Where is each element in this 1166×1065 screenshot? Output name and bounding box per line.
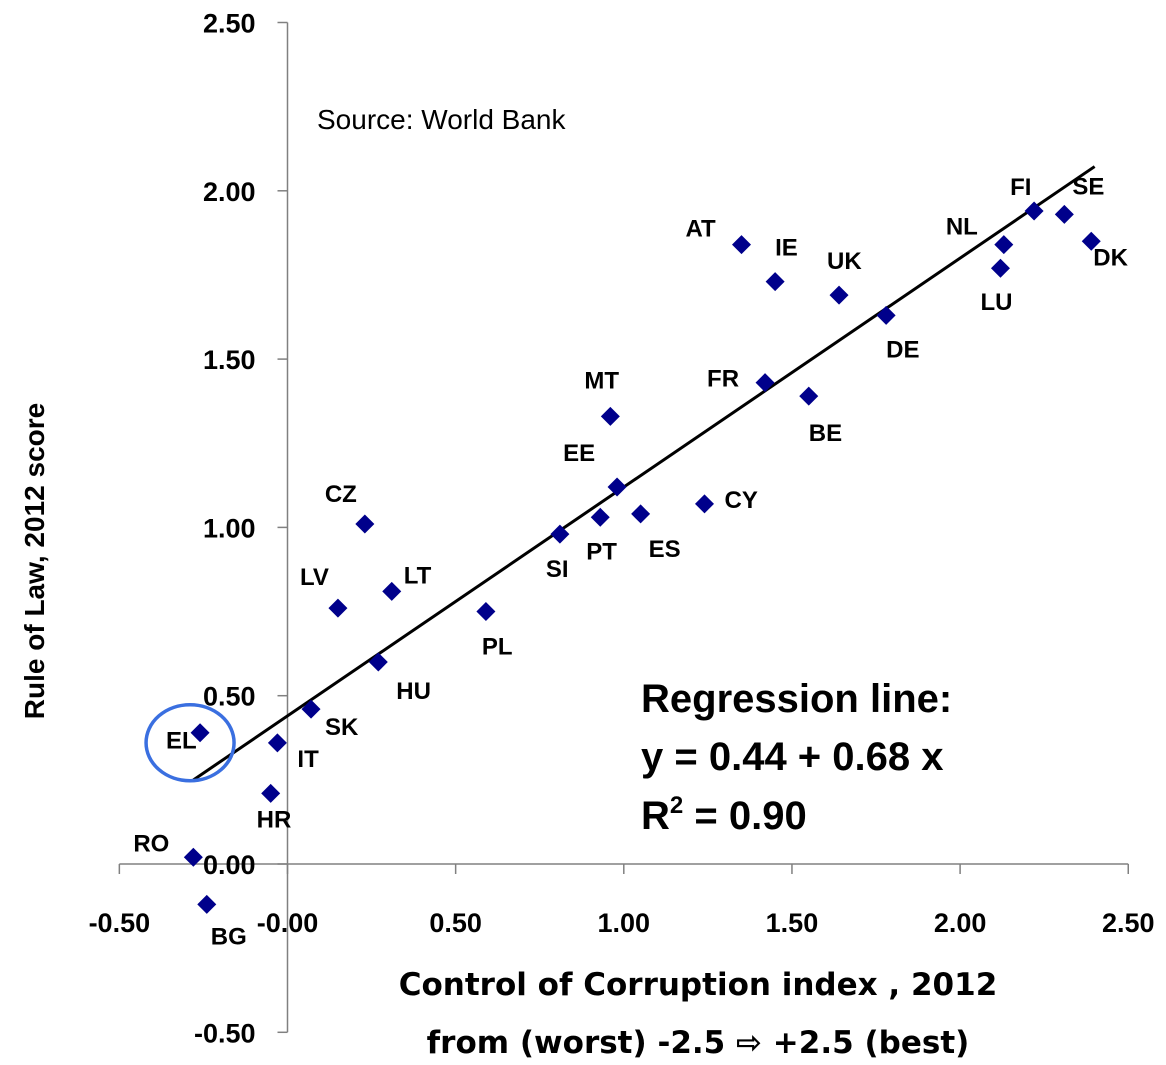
point-label-ro: RO [133, 830, 169, 857]
point-label-be: BE [809, 420, 842, 447]
x-tick-label: 2.50 [1102, 908, 1155, 938]
point-label-el: EL [166, 728, 197, 755]
point-label-se: SE [1072, 173, 1104, 200]
r2-value: = 0.90 [683, 794, 806, 838]
y-tick-label: -0.50 [194, 1018, 256, 1048]
data-point-fi [1024, 201, 1044, 221]
r2-superscript: 2 [670, 792, 683, 819]
point-label-dk: DK [1093, 244, 1128, 271]
point-labels: DK SE FI NL LU DE UK BE IE FR AT CY ES EE MT PT SI PL LT HU… [133, 173, 1128, 950]
y-tick-label: 2.50 [203, 9, 256, 39]
point-label-de: DE [886, 336, 919, 363]
point-label-fr: FR [707, 366, 739, 393]
axes [119, 22, 1129, 1033]
data-point-cy [695, 494, 715, 514]
x-tick-label: 1.00 [598, 908, 651, 938]
data-points [183, 201, 1101, 914]
y-tick-label: 2.00 [203, 177, 256, 207]
point-label-lt: LT [404, 562, 432, 589]
point-label-lu: LU [980, 289, 1012, 316]
point-label-uk: UK [827, 248, 862, 275]
y-axis-ticks: -0.50 0.00 0.50 1.00 1.50 2.00 2.50 [194, 9, 288, 1048]
data-point-cz [355, 514, 375, 534]
point-label-it: IT [297, 746, 319, 773]
r2-symbol: R [641, 794, 670, 838]
y-tick-label: 1.50 [203, 345, 256, 375]
x-tick-label: 1.50 [766, 908, 819, 938]
point-label-ee: EE [563, 440, 595, 467]
point-label-sk: SK [325, 714, 359, 741]
point-label-mt: MT [584, 367, 619, 394]
data-point-lu [990, 258, 1010, 278]
x-tick-label: 0.50 [429, 908, 482, 938]
point-label-lv: LV [300, 564, 329, 591]
point-label-bg: BG [211, 923, 247, 950]
data-point-si [550, 524, 570, 544]
x-tick-label: -0.50 [89, 908, 151, 938]
point-label-es: ES [649, 536, 681, 563]
y-axis-title: Rule of Law, 2012 score [19, 403, 50, 719]
data-point-be [799, 386, 819, 406]
point-label-at: AT [686, 216, 717, 243]
point-label-fi: FI [1010, 174, 1031, 201]
x-axis-title-line2: from (worst) -2.5 ⇨ +2.5 (best) [427, 1025, 970, 1061]
data-point-se [1054, 204, 1074, 224]
data-point-lv [328, 598, 348, 618]
point-label-cz: CZ [325, 481, 357, 508]
x-axis-ticks: -0.50 -0.00 0.50 1.00 1.50 2.00 2.50 [89, 864, 1155, 938]
data-point-nl [994, 235, 1014, 255]
x-tick-label: 2.00 [934, 908, 987, 938]
y-tick-label: 0.00 [203, 850, 256, 880]
data-point-mt [600, 406, 620, 426]
data-point-uk [829, 285, 849, 305]
data-point-pl [476, 602, 496, 622]
data-point-pt [590, 507, 610, 527]
point-label-ie: IE [775, 235, 798, 262]
data-point-ro [183, 847, 203, 867]
data-point-fr [755, 373, 775, 393]
point-label-cy: CY [725, 487, 758, 514]
point-label-nl: NL [946, 214, 978, 241]
point-label-si: SI [546, 556, 569, 583]
y-tick-label: 1.00 [203, 513, 256, 543]
regression-line [192, 165, 1096, 782]
data-point-es [631, 504, 651, 524]
source-note: Source: World Bank [317, 104, 566, 135]
data-point-it [267, 733, 287, 753]
y-tick-label: 0.50 [203, 682, 256, 712]
data-point-de [876, 305, 896, 325]
data-point-sk [301, 699, 321, 719]
data-point-hr [261, 783, 281, 803]
x-axis-title-line1: Control of Corruption index , 2012 [399, 967, 998, 1003]
data-point-lt [382, 581, 402, 601]
point-label-hr: HR [257, 806, 292, 833]
x-tick-label: -0.00 [257, 908, 319, 938]
point-label-hu: HU [396, 678, 431, 705]
data-point-el [190, 723, 210, 743]
regression-equation: y = 0.44 + 0.68 x [641, 735, 943, 779]
data-point-ie [765, 272, 785, 292]
point-label-pt: PT [586, 538, 617, 565]
point-label-pl: PL [482, 634, 513, 661]
data-point-bg [197, 894, 217, 914]
regression-title: Regression line: [641, 677, 952, 721]
highlight-ring-el [144, 702, 236, 783]
regression-r2: R2 = 0.90 [641, 792, 807, 838]
data-point-hu [368, 652, 388, 672]
data-point-at [732, 235, 752, 255]
data-point-dk [1081, 231, 1101, 251]
data-point-ee [607, 477, 627, 497]
